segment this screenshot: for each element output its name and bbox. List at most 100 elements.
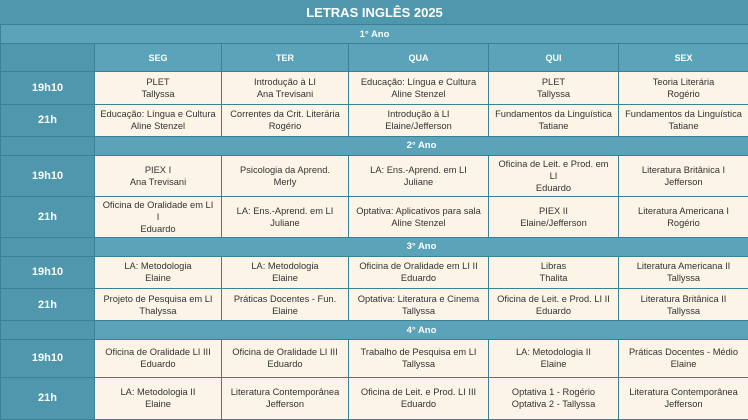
course-name: Literatura Contemporânea bbox=[230, 387, 340, 398]
year-label: 4° Ano bbox=[93, 320, 748, 341]
time-spacer bbox=[0, 236, 95, 257]
class-cell: Educação: Língua e Cultura Aline Stenzel bbox=[94, 103, 222, 137]
course-line: Tallyssa bbox=[401, 305, 436, 316]
course-line: Jefferson bbox=[265, 399, 305, 410]
course-line: LI bbox=[549, 171, 558, 182]
class-cell: Literatura Britânica II Tallyssa bbox=[617, 287, 748, 322]
course-line: Elaine bbox=[670, 359, 697, 370]
class-cell: Práticas Docentes - Fun. Elaine bbox=[221, 287, 349, 322]
course-name: Literatura Americana II bbox=[636, 261, 731, 272]
class-cell: Projeto de Pesquisa em LI Thalyssa bbox=[94, 287, 222, 322]
class-cell: LA: Ens.-Aprend. em LI Juliane bbox=[221, 196, 349, 238]
course-name: Oficina de Oralidade em LI II bbox=[359, 261, 478, 272]
course-line: Aline Stenzel bbox=[391, 89, 446, 100]
course-line: Ana Trevisani bbox=[256, 89, 314, 100]
class-cell: Correntes da Crit. Literária Rogério bbox=[221, 103, 349, 137]
course-name: PIEX I bbox=[144, 165, 172, 176]
course-line: Eduardo bbox=[400, 273, 437, 284]
course-line: Thalita bbox=[539, 273, 568, 284]
class-cell: Literatura Britânica I Jefferson bbox=[617, 155, 748, 198]
course-name: Práticas Docentes - Médio bbox=[628, 347, 739, 358]
class-cell: PLET Tallyssa bbox=[94, 71, 222, 105]
course-name: Literatura Contemporânea bbox=[629, 387, 738, 398]
class-cell: Optativa: Aplicativos para sala Aline Ste… bbox=[348, 196, 489, 238]
course-line: Elaine/Jefferson bbox=[520, 217, 587, 228]
course-name: Oficina de Leit. e Prod. LI II bbox=[497, 293, 610, 304]
course-line: Elaine bbox=[145, 399, 171, 410]
class-cell: LA: Metodologia II Elaine bbox=[488, 339, 619, 378]
class-cell: Psicologia da Aprend. Merly bbox=[221, 155, 349, 198]
class-cell: Libras Thalita bbox=[488, 255, 619, 289]
time-slot: 19h10 bbox=[0, 339, 95, 378]
schedule-row: 21h LA: Metodologia II Elaine Literatura Co… bbox=[0, 376, 748, 420]
time-slot: 21h bbox=[0, 196, 95, 238]
class-cell: Fundamentos da Linguística Tatiane bbox=[488, 103, 619, 137]
day-header: QUA bbox=[348, 43, 489, 73]
course-name: Trabalho de Pesquisa em LI bbox=[360, 347, 477, 358]
course-name: Oficina de Oralidade em LI bbox=[102, 199, 214, 210]
class-cell: LA: Metodologia Elaine bbox=[94, 255, 222, 289]
class-cell: Oficina de Leit. e Prod. LI III Eduardo bbox=[348, 376, 489, 420]
class-cell: Oficina de Oralidade LI III Eduardo bbox=[94, 339, 222, 378]
class-cell: Fundamentos da Linguística Tatiane bbox=[617, 103, 748, 137]
course-name: Optativa: Aplicativos para sala bbox=[356, 205, 481, 216]
course-name: LA: Metodologia II bbox=[120, 387, 196, 398]
class-cell: Trabalho de Pesquisa em LI Tallyssa bbox=[348, 339, 489, 378]
class-cell: LA: Ens.-Aprend. em LI Juliane bbox=[348, 155, 489, 198]
course-name: Literatura Britânica I bbox=[641, 165, 726, 176]
course-name: PIEX II bbox=[539, 205, 568, 216]
course-name: LA: Metodologia bbox=[251, 261, 319, 272]
course-line: Tallyssa bbox=[141, 89, 175, 100]
course-line: Jefferson bbox=[664, 399, 703, 410]
course-name: LA: Ens.-Aprend. em LI bbox=[236, 205, 334, 216]
time-slot: 21h bbox=[0, 287, 95, 322]
year-header-row: 4° Ano bbox=[0, 320, 748, 341]
class-cell: Oficina de Oralidade LI III Eduardo bbox=[221, 339, 349, 378]
day-header: QUI bbox=[488, 43, 619, 73]
course-line: Thalyssa bbox=[139, 305, 177, 316]
course-name: Teoria Literária bbox=[652, 77, 715, 88]
course-line: Elaine/Jefferson bbox=[385, 121, 452, 132]
schedule-row: 19h10 LA: Metodologia Elaine LA: Metodologi… bbox=[0, 255, 748, 289]
course-name: Oficina de Leit. e Prod. em bbox=[498, 159, 609, 170]
course-line: Rogério bbox=[667, 217, 700, 228]
course-line: Tatiane bbox=[538, 121, 569, 132]
course-name: Literatura Americana I bbox=[638, 205, 729, 216]
course-line: Eduardo bbox=[535, 305, 572, 316]
course-line: Jefferson bbox=[664, 177, 703, 188]
class-cell: PLET Tallyssa bbox=[488, 71, 619, 105]
course-line: Elaine bbox=[540, 359, 567, 370]
class-cell: Literatura Contemporânea Jefferson bbox=[221, 376, 349, 420]
course-line: Tallyssa bbox=[536, 89, 571, 100]
course-line: Eduardo bbox=[400, 399, 437, 410]
class-cell: Optativa 1 - Rogério Optativa 2 - Tallyss… bbox=[488, 376, 619, 420]
course-name: Oficina de Oralidade LI III bbox=[232, 347, 338, 358]
schedule-row: 21h Oficina de Oralidade em LI I Eduardo LA:… bbox=[0, 196, 748, 238]
time-slot: 19h10 bbox=[0, 256, 95, 289]
class-cell: Oficina de Leit. e Prod. LI II Eduardo bbox=[488, 287, 619, 322]
day-header: TER bbox=[221, 43, 349, 73]
course-name: Optativa 1 - Rogério bbox=[511, 387, 596, 398]
class-cell: Literatura Americana II Tallyssa bbox=[617, 255, 748, 289]
course-name: Introdução à LI bbox=[253, 77, 317, 88]
class-cell: Teoria Literária Rogério bbox=[617, 71, 748, 105]
year-label: 2° Ano bbox=[93, 135, 748, 157]
day-header-row: SEG TER QUA QUI SEX bbox=[0, 43, 748, 73]
course-line: Optativa 2 - Tallyssa bbox=[511, 399, 596, 410]
course-name: Projeto de Pesquisa em LI bbox=[103, 293, 213, 304]
schedule-row: 19h10 PLET Tallyssa Introdução à LI Ana Trev… bbox=[0, 71, 748, 105]
course-name: Introdução à LI bbox=[387, 109, 450, 120]
class-cell: PIEX II Elaine/Jefferson bbox=[488, 196, 619, 238]
class-cell: Oficina de Oralidade em LI I Eduardo bbox=[94, 196, 222, 238]
class-cell: Introdução à LI Ana Trevisani bbox=[221, 71, 349, 105]
course-name: Psicologia da Aprend. bbox=[240, 165, 330, 176]
course-name: PLET bbox=[541, 77, 566, 88]
course-line: Eduardo bbox=[535, 183, 572, 194]
day-header: SEX bbox=[617, 43, 748, 73]
class-cell: Oficina de Oralidade em LI II Eduardo bbox=[348, 255, 489, 289]
time-slot: 21h bbox=[0, 103, 95, 137]
course-name: Oficina de Oralidade LI III bbox=[105, 347, 211, 358]
class-cell: LA: Metodologia II Elaine bbox=[94, 376, 222, 420]
course-line: Ana Trevisani bbox=[129, 177, 187, 188]
course-name: Oficina de Leit. e Prod. LI III bbox=[360, 387, 477, 398]
